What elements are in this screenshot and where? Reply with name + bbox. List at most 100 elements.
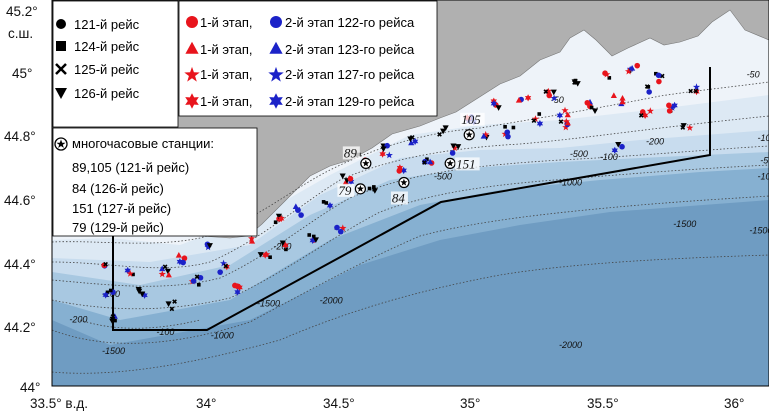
station-marker <box>455 144 462 150</box>
x-tick-label: 34° <box>196 396 216 411</box>
station-marker <box>692 83 701 91</box>
legend-stage2-label: 2-й этап 122-го рейса <box>285 15 415 30</box>
legend-stage1-symbol <box>186 16 198 28</box>
station-marker <box>102 291 109 299</box>
station-marker <box>141 291 148 299</box>
station-marker <box>654 71 658 76</box>
station-marker <box>450 143 457 150</box>
multi-hour-station-star <box>400 178 408 186</box>
station-marker <box>400 166 407 175</box>
station-marker <box>558 119 564 125</box>
station-marker <box>437 132 442 137</box>
contour-label: -1500 <box>673 219 696 229</box>
plot-frame <box>51 0 769 387</box>
station-marker <box>562 117 570 125</box>
x-tick-label: 35° <box>460 396 480 411</box>
multi-hour-station-label: 89 <box>344 145 358 160</box>
station-marker <box>324 201 329 205</box>
station-marker <box>688 88 694 94</box>
station-marker <box>268 255 272 260</box>
station-marker <box>451 144 459 151</box>
station-marker <box>644 84 650 89</box>
legend-label: 125-й рейс <box>74 62 140 77</box>
station-marker <box>504 129 511 136</box>
station-marker <box>589 105 594 110</box>
station-marker <box>175 251 182 258</box>
station-marker <box>262 251 269 259</box>
contour-label: -500 <box>760 155 769 165</box>
y-tick-label: 45° <box>12 66 32 81</box>
station-marker <box>671 101 678 110</box>
station-marker <box>550 89 557 96</box>
legend-multi-item: 89,105 (121-й рейс) <box>72 160 189 175</box>
contour-label: -200 <box>646 136 664 146</box>
legend-stage2-label: 2-й этап 127-го рейса <box>285 67 415 82</box>
station-marker <box>135 287 142 293</box>
legend-stage1-symbol <box>184 66 200 82</box>
station-marker <box>607 76 612 80</box>
station-marker <box>571 79 578 86</box>
contour-labels: -50-50-100-100-100-100-200-200-200-500-5… <box>69 70 769 357</box>
y-tick-label: 44.4° <box>4 257 36 272</box>
multi-hour-station-label: 84 <box>392 190 406 205</box>
legend-stage1-symbol <box>185 41 199 54</box>
station-marker <box>574 81 581 87</box>
station-marker <box>248 234 256 242</box>
station-marker <box>503 124 507 129</box>
station-marker <box>610 92 617 98</box>
legend-label: 121-й рейс <box>74 17 140 32</box>
station-marker <box>159 265 166 272</box>
station-marker <box>162 264 168 270</box>
x-tick-label: 34.5° <box>323 396 355 411</box>
station-marker <box>562 123 570 131</box>
contour-label: -500 <box>570 149 588 159</box>
station-marker <box>284 247 288 252</box>
station-marker <box>646 89 652 95</box>
multi-hour-station-star <box>356 185 364 192</box>
y-axis: 45.2° с.ш. 45° 44.8° 44.6° 44.4° 44.2° 4… <box>4 4 40 395</box>
station-label-bg <box>337 183 355 197</box>
station-marker <box>248 238 256 244</box>
station-marker <box>158 270 166 278</box>
legend-stages: 1-й этап, 2-й этап 122-го рейса 1-й этап… <box>178 0 438 117</box>
station-marker <box>680 125 686 130</box>
station-marker <box>165 301 172 308</box>
station-marker <box>371 188 378 194</box>
station-marker <box>531 118 537 123</box>
station-marker <box>666 108 673 114</box>
contour-label: -50 <box>551 95 564 105</box>
legend-stage2-symbol <box>269 41 283 54</box>
station-marker <box>422 160 427 165</box>
station-marker <box>321 200 326 204</box>
station-marker <box>482 130 490 138</box>
contour-label: -2000 <box>320 295 343 305</box>
study-area-boundary <box>112 67 711 331</box>
station-marker <box>480 133 487 139</box>
legend-stage2-label: 2-й этап 129-го рейса <box>285 94 415 109</box>
station-marker <box>611 146 618 154</box>
station-marker <box>407 136 414 143</box>
station-marker <box>385 151 393 159</box>
station-marker <box>615 141 622 148</box>
station-marker <box>273 220 278 225</box>
station-marker <box>505 133 511 140</box>
station-marker <box>197 282 201 287</box>
legend-stage2-label: 2-й этап 123-го рейса <box>285 42 415 57</box>
station-label-bg <box>460 112 485 126</box>
legend-stage1-label: 1-й этап, <box>200 15 252 30</box>
contour-label: -100 <box>758 133 769 143</box>
station-marker <box>427 158 434 165</box>
station-marker <box>172 299 177 304</box>
station-marker <box>278 215 285 223</box>
multi-hour-station-label: 79 <box>338 183 352 198</box>
station-marker <box>326 202 334 210</box>
station-marker <box>236 283 243 291</box>
station-marker <box>234 288 241 296</box>
x-tick-label: 36° <box>724 396 744 411</box>
long-term-stations: 105 89 151 79 84 <box>337 112 485 205</box>
station-label-bg <box>390 191 408 205</box>
station-marker <box>165 271 172 278</box>
station-marker <box>629 64 636 71</box>
station-marker <box>206 243 213 249</box>
